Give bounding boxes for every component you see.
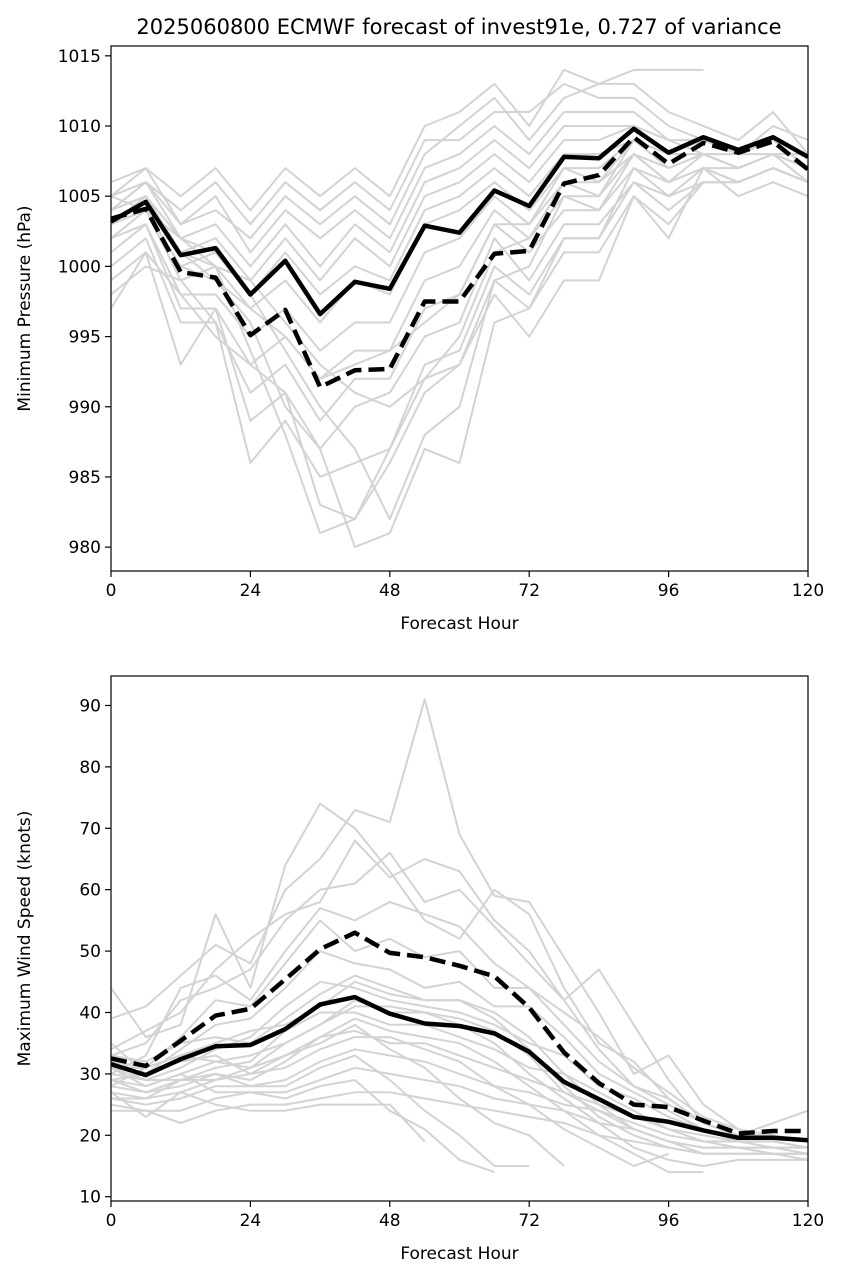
wind-x-tick-label: 96 bbox=[658, 1211, 680, 1231]
wind-y-axis-label: Maximum Wind Speed (knots) bbox=[15, 811, 35, 1067]
pressure-y-tick-label: 1010 bbox=[58, 117, 101, 137]
wind-y-tick-label: 70 bbox=[79, 819, 101, 839]
wind-ensemble-member-3 bbox=[111, 839, 808, 1143]
chart-title: 2025060800 ECMWF forecast of invest91e, … bbox=[136, 15, 781, 39]
pressure-x-tick-label: 72 bbox=[518, 581, 540, 601]
wind-ensemble-member-7 bbox=[111, 950, 808, 1143]
pressure-y-tick-label: 990 bbox=[69, 398, 101, 418]
pressure-solid-mean-line bbox=[111, 126, 808, 317]
wind-ensemble-member-9 bbox=[111, 1011, 808, 1149]
wind-ensemble-member-19 bbox=[111, 1017, 704, 1174]
wind-panel: 0 24 48 72 96 120 10 20 30 40 50 60 70 80 90 Forecast… bbox=[15, 675, 824, 1264]
wind-x-tick-label: 48 bbox=[379, 1211, 401, 1231]
wind-x-tick-label: 24 bbox=[240, 1211, 262, 1231]
wind-y-tick-label: 30 bbox=[79, 1065, 101, 1085]
wind-ensemble-member-18 bbox=[111, 1036, 669, 1167]
pressure-axes-frame bbox=[110, 45, 809, 572]
pressure-y-tick-label: 1015 bbox=[58, 47, 101, 67]
wind-y-tick-label: 20 bbox=[79, 1126, 101, 1146]
wind-solid-mean-line bbox=[111, 994, 808, 1143]
wind-x-ticks: 0 24 48 72 96 120 bbox=[106, 1201, 824, 1231]
pressure-y-tick-label: 1000 bbox=[58, 257, 101, 277]
wind-axes-frame bbox=[110, 675, 809, 1202]
pressure-ensemble-member-9 bbox=[111, 153, 808, 352]
wind-ensemble-member-6 bbox=[111, 919, 808, 1143]
wind-y-tick-label: 90 bbox=[79, 696, 101, 716]
pressure-y-tick-label: 1005 bbox=[58, 187, 101, 207]
pressure-ensemble-member-3 bbox=[111, 68, 704, 240]
pressure-ensemble-member-1 bbox=[111, 68, 808, 212]
pressure-x-tick-label: 24 bbox=[240, 581, 262, 601]
wind-y-tick-label: 60 bbox=[79, 881, 101, 901]
pressure-y-tick-label: 985 bbox=[69, 468, 101, 488]
wind-mean-lines bbox=[111, 930, 808, 1143]
wind-x-axis-label: Forecast Hour bbox=[400, 1244, 518, 1264]
wind-ensemble-member-5 bbox=[111, 901, 808, 1143]
pressure-ensemble-member-2 bbox=[111, 82, 808, 226]
wind-x-tick-label: 0 bbox=[106, 1211, 117, 1231]
pressure-x-ticks: 0 24 48 72 96 120 bbox=[106, 571, 824, 601]
pressure-panel: 0 24 48 72 96 120 980 985 990 995 1000 1005 1010 101… bbox=[15, 45, 824, 634]
pressure-mean-lines bbox=[111, 126, 808, 390]
pressure-y-axis-label: Minimum Pressure (hPa) bbox=[15, 205, 35, 411]
pressure-x-tick-label: 120 bbox=[792, 581, 824, 601]
pressure-x-tick-label: 0 bbox=[106, 581, 117, 601]
wind-ensemble-member-2 bbox=[111, 698, 808, 1143]
pressure-x-axis-label: Forecast Hour bbox=[400, 614, 518, 634]
wind-y-tick-label: 80 bbox=[79, 758, 101, 778]
wind-ensemble-member-22 bbox=[111, 1005, 808, 1155]
wind-ensemble-member-14 bbox=[111, 1091, 426, 1143]
wind-x-tick-label: 120 bbox=[792, 1211, 824, 1231]
pressure-x-tick-label: 48 bbox=[379, 581, 401, 601]
pressure-y-tick-label: 995 bbox=[69, 328, 101, 348]
wind-y-tick-label: 40 bbox=[79, 1003, 101, 1023]
wind-dashed-mean-line bbox=[111, 930, 808, 1136]
pressure-dashed-mean-line bbox=[111, 134, 808, 390]
wind-ensemble-member-11 bbox=[111, 1048, 808, 1155]
wind-ensemble-member-23 bbox=[111, 980, 808, 1149]
wind-y-tick-label: 50 bbox=[79, 942, 101, 962]
pressure-y-tick-label: 980 bbox=[69, 538, 101, 558]
wind-y-tick-label: 10 bbox=[79, 1188, 101, 1208]
pressure-x-tick-label: 96 bbox=[658, 581, 680, 601]
wind-y-ticks: 10 20 30 40 50 60 70 80 90 bbox=[79, 696, 111, 1208]
wind-x-tick-label: 72 bbox=[518, 1211, 540, 1231]
pressure-y-ticks: 980 985 990 995 1000 1005 1010 1015 bbox=[58, 47, 111, 558]
